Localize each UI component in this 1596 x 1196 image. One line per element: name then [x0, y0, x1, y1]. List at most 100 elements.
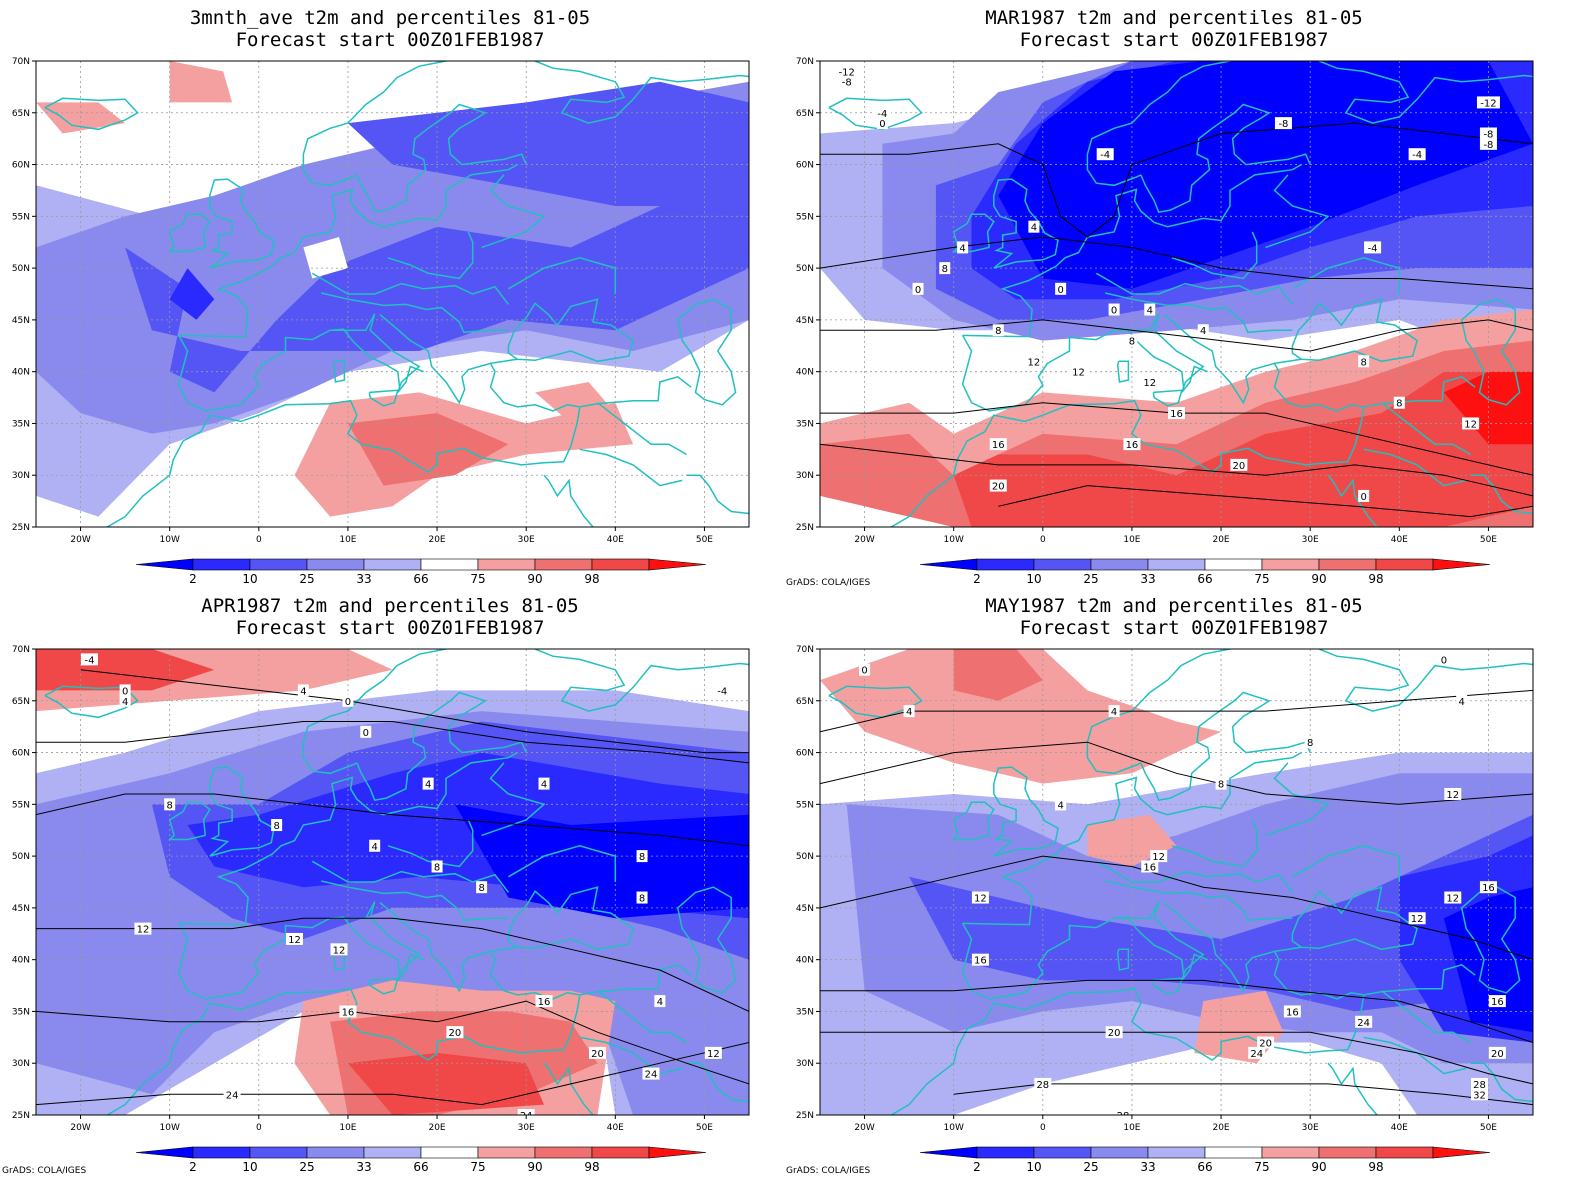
- colorbar-segment: [1261, 1146, 1320, 1159]
- colorbar: 2 10 25 33 66 75 90 98: [135, 1146, 707, 1174]
- contour-label: 12: [1464, 419, 1477, 430]
- colorbar-label: 90: [527, 572, 542, 586]
- panel-title: MAY1987 t2m and percentiles 81-05: [985, 595, 1363, 617]
- colorbar-segment: [1375, 1146, 1434, 1159]
- coastline: [1171, 819, 1258, 868]
- x-tick-label: 20E: [428, 1123, 445, 1133]
- colorbar-arrow-high: [648, 1146, 707, 1159]
- x-tick-label: 10W: [944, 1123, 964, 1133]
- colorbar-segment: [1033, 558, 1092, 571]
- x-tick-label: 40E: [1391, 535, 1408, 545]
- colorbar-segment: [1090, 1146, 1149, 1159]
- map-panel-april: APR1987 t2m and percentiles 81-05 Foreca…: [0, 588, 780, 1180]
- colorbar-label: 98: [1368, 572, 1383, 586]
- contour-label-box: [339, 1005, 357, 1018]
- contour-label: 16: [1126, 440, 1139, 451]
- plot-frame: [819, 648, 1534, 1116]
- colorbar-label: 90: [1311, 1160, 1326, 1174]
- coastline: [1086, 61, 1320, 187]
- y-tick-label: 60N: [796, 161, 814, 171]
- grads-credit: GrADS: COLA/IGES: [786, 1166, 871, 1176]
- contour-label: 16: [992, 440, 1005, 451]
- contour-label: -4: [1412, 150, 1422, 161]
- colorbar-arrow-low: [135, 1146, 194, 1159]
- contour-label: 8: [167, 800, 173, 811]
- contour-label: 0: [1360, 492, 1366, 503]
- x-tick-label: 50E: [1480, 535, 1497, 545]
- colorbar-segment: [192, 558, 251, 571]
- coastline: [330, 328, 401, 388]
- coastline: [828, 97, 923, 131]
- coastline: [209, 766, 275, 857]
- coastline: [579, 1036, 683, 1075]
- contour-label: -8: [842, 78, 852, 89]
- y-tick-label: 65N: [12, 697, 30, 707]
- contour-label-box: [1025, 355, 1043, 368]
- coastline: [952, 399, 1365, 476]
- contour-label: 12: [1143, 378, 1156, 389]
- colorbar-arrow-high: [1432, 558, 1491, 571]
- contour-label: 8: [639, 894, 645, 905]
- y-tick-label: 50N: [12, 264, 30, 274]
- coastline: [321, 292, 509, 334]
- colorbar-arrow-low: [919, 558, 978, 571]
- contour-label-box: [119, 694, 131, 707]
- colorbar-label: 66: [1197, 572, 1212, 586]
- colorbar-label: 25: [1083, 1160, 1098, 1174]
- contour-label-box: [838, 75, 856, 88]
- x-tick-label: 30E: [1302, 1123, 1319, 1133]
- x-tick-label: 20W: [854, 1123, 874, 1133]
- contour-label-box: [80, 653, 98, 666]
- coastline: [379, 902, 580, 1000]
- map-panel-may: MAY1987 t2m and percentiles 81-05 Foreca…: [784, 588, 1564, 1180]
- contour-label-box: [342, 694, 354, 707]
- contour-label: 0: [122, 686, 128, 697]
- coastline: [1460, 886, 1521, 994]
- colorbar-label: 90: [1311, 572, 1326, 586]
- colorbar-label: 75: [470, 572, 485, 586]
- coastline: [1105, 292, 1293, 334]
- coastline: [178, 751, 518, 926]
- x-tick-label: 10E: [339, 1123, 356, 1133]
- coastline: [508, 845, 617, 882]
- plot-area: 0444088812121216161216162020242428283228…: [820, 649, 1533, 1115]
- coastline: [177, 901, 424, 1000]
- x-tick-label: 10W: [944, 535, 964, 545]
- contour-label-box: [517, 1109, 535, 1115]
- coastline: [44, 97, 139, 131]
- x-tick-label: 20E: [1212, 1123, 1229, 1133]
- y-tick-label: 45N: [12, 316, 30, 326]
- coastline: [961, 901, 1208, 1000]
- colorbar-segment: [1204, 1146, 1263, 1159]
- y-tick-label: 70N: [796, 645, 814, 655]
- plot-frame: [35, 648, 750, 1116]
- plot-frame: [35, 60, 750, 528]
- colorbar-segment: [363, 558, 422, 571]
- colorbar-segment: [976, 1146, 1035, 1159]
- contour-label-box: [1150, 850, 1168, 863]
- coastline: [490, 298, 634, 365]
- contour-label-box: [1456, 694, 1468, 707]
- map-panel-3month-average: 3mnth_ave t2m and percentiles 81-05 Fore…: [0, 0, 780, 592]
- colorbar-arrow-high: [648, 558, 707, 571]
- contour-label: 16: [538, 997, 551, 1008]
- contour-label-box: [1028, 220, 1040, 233]
- y-tick-label: 60N: [796, 749, 814, 759]
- contour-line: [820, 236, 1533, 290]
- x-tick-label: 50E: [696, 535, 713, 545]
- x-tick-label: 10E: [339, 535, 356, 545]
- colorbar-segment: [477, 558, 536, 571]
- colorbar-segment: [420, 1146, 479, 1159]
- contour-label-box: [446, 1026, 464, 1039]
- colorbar-label: 66: [1197, 1160, 1212, 1174]
- shade-region: [953, 649, 1043, 701]
- contour-line: [36, 1000, 749, 1085]
- x-tick-label: 40E: [607, 1123, 624, 1133]
- colorbar-label: 33: [356, 1160, 371, 1174]
- coastline: [481, 762, 546, 837]
- x-tick-label: 10W: [160, 535, 180, 545]
- colorbar-label: 2: [189, 572, 197, 586]
- grads-credit: GrADS: COLA/IGES: [786, 578, 871, 588]
- contour-label-box: [538, 777, 550, 790]
- colorbar-label: 75: [1254, 572, 1269, 586]
